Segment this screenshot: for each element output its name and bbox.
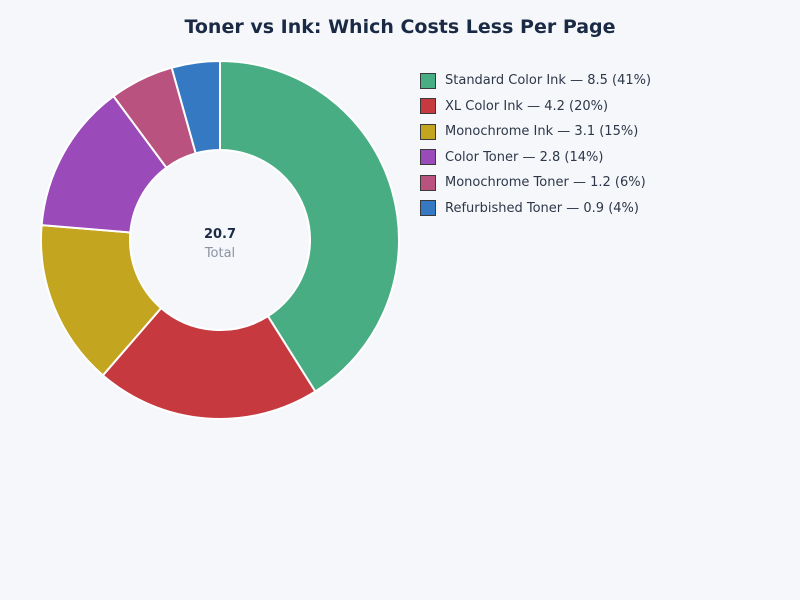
- legend-swatch: [420, 174, 436, 191]
- legend-item: Refurbished Toner — 0.9 (4%): [420, 196, 651, 222]
- donut-slice: [219, 59, 400, 393]
- center-total-value: 20.7: [203, 227, 237, 242]
- donut-slice: [170, 59, 221, 155]
- legend-item: Standard Color Ink — 8.5 (41%): [420, 68, 651, 94]
- legend-swatch: [420, 98, 436, 115]
- legend-swatch: [420, 149, 436, 166]
- legend-label: Refurbished Toner — 0.9 (4%): [445, 200, 639, 216]
- legend-swatch: [420, 123, 436, 140]
- legend-item: Color Toner — 2.8 (14%): [420, 145, 651, 171]
- legend-label: Monochrome Toner — 1.2 (6%): [445, 175, 646, 191]
- legend-label: Monochrome Ink — 3.1 (15%): [445, 124, 639, 140]
- legend-label: XL Color Ink — 4.2 (20%): [445, 98, 609, 114]
- chart-title: Toner vs Ink: Which Costs Less Per Page: [184, 16, 616, 38]
- legend-item: Monochrome Ink — 3.1 (15%): [420, 119, 651, 145]
- center-total-label: Total: [204, 246, 236, 261]
- legend-label: Color Toner — 2.8 (14%): [445, 149, 604, 165]
- legend-swatch: [420, 72, 436, 89]
- legend-label: Standard Color Ink — 8.5 (41%): [445, 73, 652, 89]
- donut-slice: [101, 306, 317, 420]
- legend-item: XL Color Ink — 4.2 (20%): [420, 94, 651, 120]
- legend-item: Monochrome Toner — 1.2 (6%): [420, 170, 651, 196]
- chart-legend: Standard Color Ink — 8.5 (41%) XL Color …: [420, 68, 651, 221]
- legend-swatch: [420, 200, 436, 217]
- donut-slice: [40, 223, 163, 377]
